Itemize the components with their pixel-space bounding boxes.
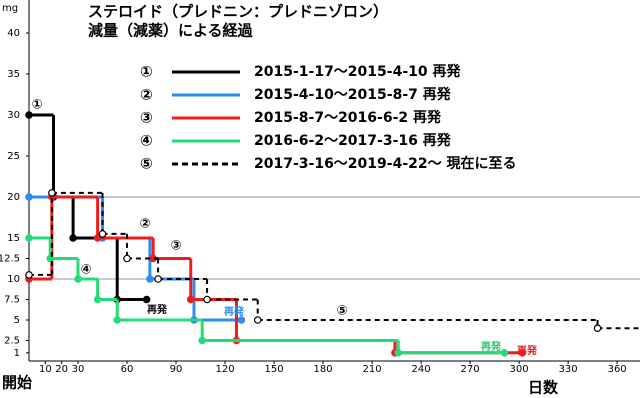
annotation: 再発 <box>224 305 245 318</box>
point <box>203 295 211 304</box>
y-tick-label: 35 <box>7 69 20 80</box>
y-axis-label: mg <box>2 3 18 14</box>
point <box>113 316 122 324</box>
legend-marker: ① <box>140 63 153 81</box>
point <box>74 275 82 283</box>
chart-title: ステロイド（プレドニン：プレドニゾロン） <box>88 3 388 21</box>
point <box>142 295 151 304</box>
x-tick-label: 90 <box>170 364 183 375</box>
point <box>25 193 33 201</box>
legend-marker: ④ <box>140 132 153 150</box>
legend-marker: ② <box>140 86 153 104</box>
point <box>25 234 33 242</box>
annotation: ③ <box>170 239 181 254</box>
point <box>500 348 509 357</box>
legend-label: 2015-4-10～2015-8-7 再発 <box>254 86 452 103</box>
point <box>394 348 403 357</box>
annotation: ④ <box>80 263 91 278</box>
legend-label: 2016-6-2～2017-3-16 再発 <box>254 132 452 149</box>
y-tick-label: 12.5 <box>0 254 20 265</box>
legend-marker: ⑤ <box>140 155 153 173</box>
y-tick-label: 5 <box>14 315 20 326</box>
x-tick-label: 180 <box>314 364 333 375</box>
point <box>198 336 206 345</box>
point <box>146 275 154 283</box>
annotation: 再発 <box>517 344 538 357</box>
y-tick-label: 10 <box>7 274 20 285</box>
point <box>186 295 195 304</box>
y-tick-label: 25 <box>7 151 20 162</box>
point <box>98 230 107 238</box>
annotation: ⑤ <box>336 304 347 319</box>
point <box>48 189 56 197</box>
annotation: 再発 <box>481 340 502 353</box>
x-tick-label: 210 <box>363 364 382 375</box>
x-tick-label: 360 <box>608 364 627 375</box>
x-start-label: 開始 <box>2 374 32 392</box>
x-tick-label: 300 <box>510 364 529 375</box>
x-tick-label: 120 <box>215 364 234 375</box>
x-tick-label: 330 <box>559 364 578 375</box>
point <box>93 295 102 304</box>
point <box>25 271 33 279</box>
point <box>237 316 246 324</box>
x-tick-label: 240 <box>412 364 431 375</box>
y-tick-label: 1 <box>14 348 20 359</box>
legend-label: 2015-8-7～2016-6-2 再発 <box>254 109 442 126</box>
point <box>154 275 162 283</box>
y-tick-label: 30 <box>7 110 20 121</box>
chart-title: 減量（減薬）による経過 <box>88 22 254 40</box>
x-tick-label: 60 <box>121 364 134 375</box>
point <box>593 324 602 333</box>
y-tick-label: 2.5 <box>4 336 20 347</box>
point <box>253 316 262 324</box>
y-tick-label: 15 <box>7 233 20 244</box>
x-tick-label: 270 <box>461 364 480 375</box>
annotation: 再発 <box>147 303 168 316</box>
point <box>518 348 527 357</box>
y-tick-label: 7.5 <box>4 295 20 306</box>
y-tick-label: 40 <box>7 28 20 39</box>
point <box>69 234 77 242</box>
annotation: ② <box>139 217 150 232</box>
x-tick-label: 150 <box>265 364 284 375</box>
point <box>93 234 102 242</box>
x-axis-label: 日数 <box>528 379 559 397</box>
legend-label: 2015-1-17～2015-4-10 再発 <box>254 63 461 80</box>
legend-marker: ③ <box>140 109 153 127</box>
x-tick-label: 30 <box>72 364 85 375</box>
legend-label: 2017-3-16～2019-4-22～ 現在に至る <box>254 155 517 172</box>
x-tick-label: 20 <box>55 364 68 375</box>
y-tick-label: 20 <box>7 192 20 203</box>
point <box>25 111 33 119</box>
annotation: ① <box>31 98 42 113</box>
point <box>123 254 131 263</box>
x-tick-label: 10 <box>39 364 52 375</box>
